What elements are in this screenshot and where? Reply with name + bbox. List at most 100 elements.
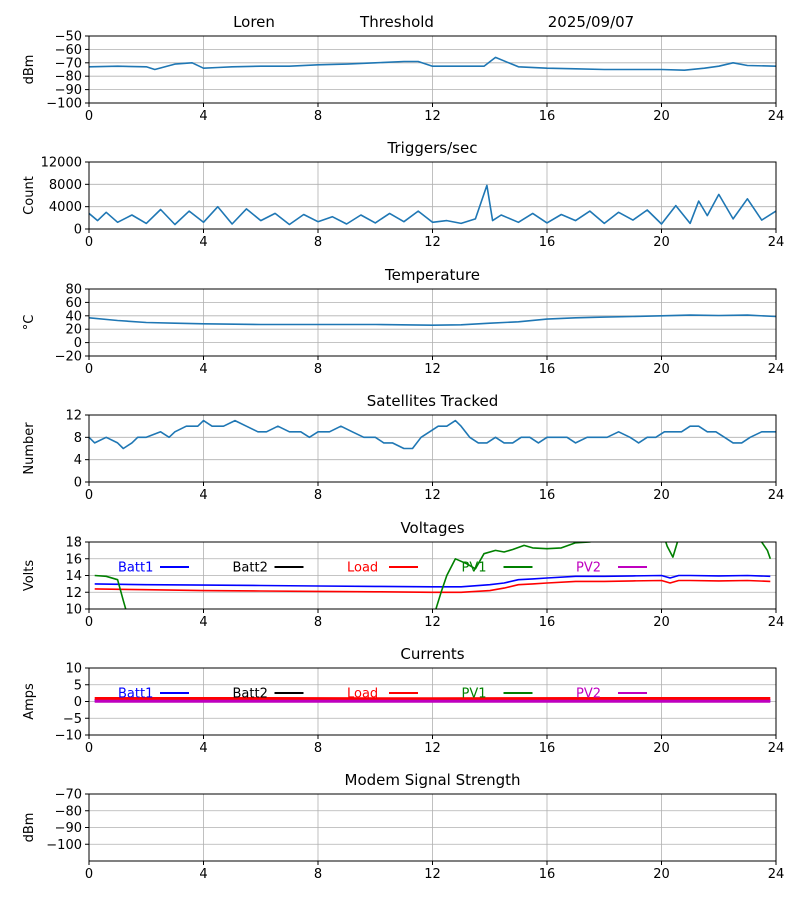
chart-title: Satellites Tracked bbox=[367, 392, 498, 410]
x-tick-label: 12 bbox=[424, 109, 441, 124]
x-tick-label: 8 bbox=[314, 488, 322, 503]
x-tick-label: 12 bbox=[424, 235, 441, 250]
x-tick-label: 20 bbox=[653, 741, 670, 756]
chart-title: Modem Signal Strength bbox=[345, 771, 521, 789]
y-tick-label: 5 bbox=[74, 678, 82, 693]
x-tick-label: 12 bbox=[424, 615, 441, 630]
chart-title: Currents bbox=[400, 645, 464, 663]
x-tick-label: 4 bbox=[199, 109, 207, 124]
x-tick-label: 16 bbox=[539, 488, 556, 503]
y-tick-label: 4 bbox=[74, 453, 82, 468]
x-tick-label: 16 bbox=[539, 362, 556, 377]
legend-label: PV1 bbox=[462, 561, 487, 576]
x-tick-label: 4 bbox=[199, 362, 207, 377]
x-tick-label: 24 bbox=[768, 615, 785, 630]
x-tick-label: 16 bbox=[539, 109, 556, 124]
y-tick-label: 12000 bbox=[41, 156, 82, 171]
x-tick-label: 0 bbox=[85, 741, 93, 756]
chart-panel: 0 4 8 12 16 20 24 −100−90−80−70−60−50 dBm bbox=[22, 30, 784, 125]
y-tick-label: −50 bbox=[55, 30, 82, 45]
x-tick-label: 0 bbox=[85, 362, 93, 377]
y-tick-label: 12 bbox=[65, 409, 82, 424]
y-tick-label: −70 bbox=[55, 788, 82, 803]
y-tick-label: −100 bbox=[46, 97, 82, 112]
x-tick-label: 4 bbox=[199, 867, 207, 882]
chart-panel: 0 4 8 12 16 20 24 0 4000 8000 12000 Triggers/sec Cou… bbox=[22, 139, 784, 250]
series-line-load bbox=[94, 579, 771, 594]
series-line-pv1 bbox=[94, 542, 772, 609]
y-axis-label: Volts bbox=[22, 560, 37, 592]
x-tick-label: 8 bbox=[314, 867, 322, 882]
y-tick-label: 12 bbox=[65, 586, 82, 601]
x-tick-label: 0 bbox=[85, 867, 93, 882]
x-tick-label: 8 bbox=[314, 362, 322, 377]
y-tick-label: 20 bbox=[65, 323, 82, 338]
y-axis-label: Amps bbox=[22, 683, 37, 720]
y-tick-label: −90 bbox=[55, 821, 82, 836]
chart-panel: 0 4 8 12 16 20 24 −100 −90 −80−70 Modem Signal Str… bbox=[22, 771, 784, 882]
x-tick-label: 20 bbox=[653, 362, 670, 377]
y-tick-label: 10 bbox=[65, 662, 82, 677]
header-site: Loren bbox=[233, 13, 275, 31]
header-date: 2025/09/07 bbox=[548, 13, 634, 31]
x-tick-label: 24 bbox=[768, 362, 785, 377]
y-tick-label: 8 bbox=[74, 431, 82, 446]
y-tick-label: 8000 bbox=[49, 178, 82, 193]
y-tick-label: −80 bbox=[55, 804, 82, 819]
x-tick-label: 16 bbox=[539, 867, 556, 882]
x-tick-label: 4 bbox=[199, 615, 207, 630]
legend-label: PV2 bbox=[576, 687, 601, 702]
x-tick-label: 20 bbox=[653, 867, 670, 882]
x-tick-label: 0 bbox=[85, 235, 93, 250]
y-axis-label: Count bbox=[22, 176, 37, 215]
x-tick-label: 24 bbox=[768, 741, 785, 756]
y-tick-label: 16 bbox=[65, 552, 82, 567]
x-tick-label: 12 bbox=[424, 488, 441, 503]
y-tick-label: −100 bbox=[46, 838, 82, 853]
x-tick-label: 24 bbox=[768, 867, 785, 882]
y-tick-label: 60 bbox=[65, 296, 82, 311]
y-axis-label: dBm bbox=[22, 813, 37, 843]
x-tick-label: 4 bbox=[199, 488, 207, 503]
series-line-batt1 bbox=[94, 574, 771, 588]
x-tick-label: 0 bbox=[85, 615, 93, 630]
y-axis-label: dBm bbox=[22, 55, 37, 85]
y-tick-label: 0 bbox=[74, 223, 82, 238]
y-tick-label: −80 bbox=[55, 70, 82, 85]
y-axis-label: Number bbox=[22, 422, 37, 475]
header-mode: Threshold bbox=[359, 13, 434, 31]
chart-title: Temperature bbox=[384, 266, 480, 284]
x-tick-label: 0 bbox=[85, 109, 93, 124]
legend-label: Batt1 bbox=[118, 561, 153, 576]
x-tick-label: 24 bbox=[768, 109, 785, 124]
y-tick-label: 14 bbox=[65, 569, 82, 584]
x-tick-label: 8 bbox=[314, 615, 322, 630]
y-tick-label: 4000 bbox=[49, 200, 82, 215]
legend-label: PV1 bbox=[462, 687, 487, 702]
y-tick-label: −70 bbox=[55, 56, 82, 71]
series-line bbox=[89, 56, 776, 71]
legend-label: Batt2 bbox=[233, 561, 268, 576]
y-tick-label: 18 bbox=[65, 536, 82, 551]
x-tick-label: 20 bbox=[653, 109, 670, 124]
y-tick-label: 10 bbox=[65, 603, 82, 618]
series-line bbox=[89, 184, 776, 226]
y-tick-label: 0 bbox=[74, 336, 82, 351]
y-tick-label: −20 bbox=[55, 350, 82, 365]
series-line bbox=[89, 419, 776, 450]
x-tick-label: 8 bbox=[314, 109, 322, 124]
y-tick-label: 0 bbox=[74, 695, 82, 710]
y-tick-label: 0 bbox=[74, 476, 82, 491]
legend-label: Load bbox=[347, 687, 378, 702]
x-tick-label: 12 bbox=[424, 362, 441, 377]
x-tick-label: 12 bbox=[424, 867, 441, 882]
x-tick-label: 24 bbox=[768, 235, 785, 250]
legend-label: Batt1 bbox=[118, 687, 153, 702]
series-line bbox=[89, 314, 776, 327]
x-tick-label: 20 bbox=[653, 235, 670, 250]
x-tick-label: 20 bbox=[653, 488, 670, 503]
